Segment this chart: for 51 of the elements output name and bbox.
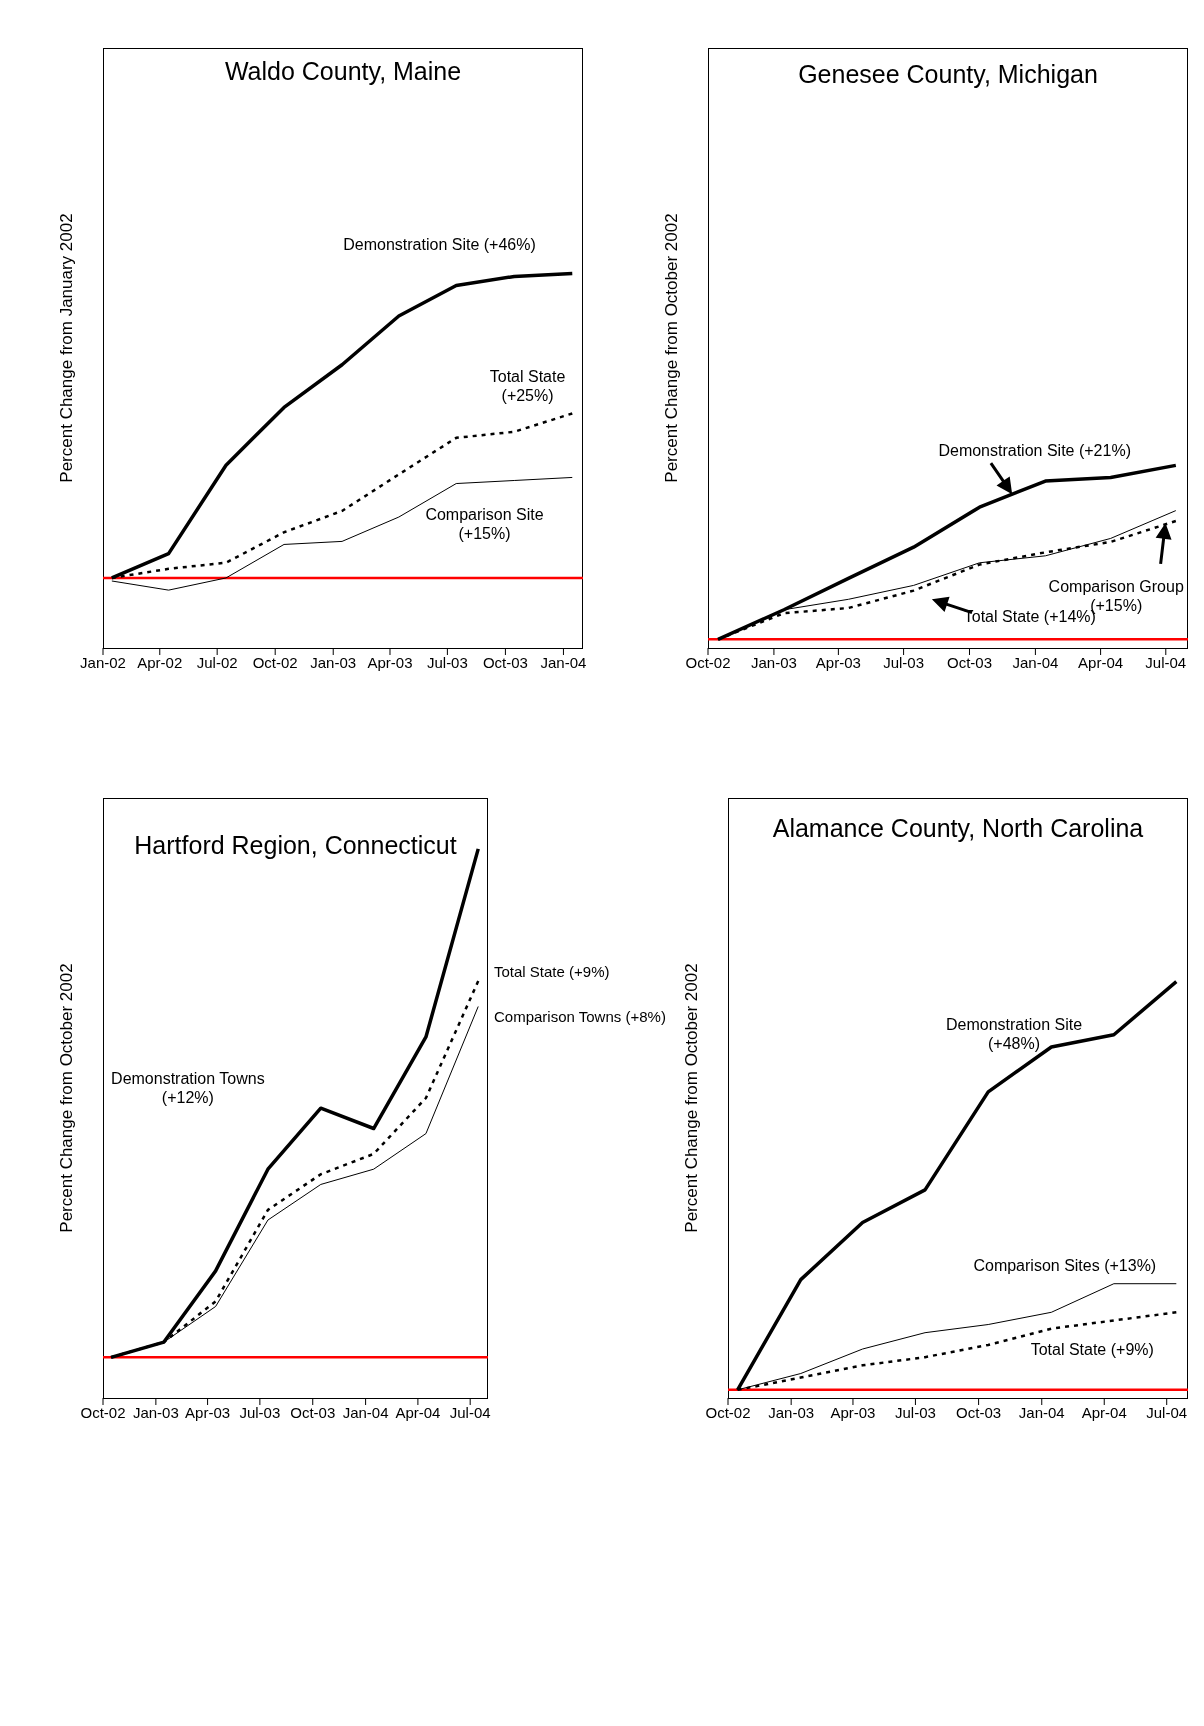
x-tick-label: Oct-03	[482, 653, 528, 671]
x-tick-label: Oct-02	[80, 1403, 126, 1421]
series-label: Total State (+9%)	[1029, 1339, 1155, 1359]
series-label: Comparison Towns (+8%)	[494, 1008, 666, 1027]
x-tick-label: Oct-02	[705, 1403, 751, 1421]
x-tick-label: Apr-03	[815, 653, 861, 671]
text: Demonstration Towns (+12%)	[110, 1068, 266, 1107]
chart-title: Waldo County, Maine	[223, 56, 463, 86]
x-tick-label: Jan-02	[80, 653, 126, 671]
x-tick-label: Jan-04	[342, 1403, 389, 1421]
x-tick-label: Apr-02	[137, 653, 183, 671]
x-tick-label: Jan-03	[750, 653, 797, 671]
x-tick-label: Jan-04	[540, 653, 587, 671]
series-label: Total State (+25%)	[488, 367, 567, 405]
y-axis-title: Percent Change from October 2002	[681, 962, 702, 1235]
series-label: Comparison Site (+15%)	[424, 505, 545, 544]
x-tick-label: Apr-03	[367, 653, 413, 671]
x-tick-label: Oct-02	[685, 653, 731, 671]
series-label: Demonstration Site (+21%)	[937, 440, 1132, 460]
x-tick-label: Jan-04	[1012, 653, 1059, 671]
x-tick-label: Jul-04	[449, 1403, 491, 1421]
x-tick-label: Apr-04	[1081, 1403, 1127, 1421]
y-axis-title: Percent Change from January 2002	[56, 212, 77, 485]
series-label: Demonstration Site (+46%)	[342, 235, 537, 254]
y-axis-title: Percent Change from October 2002	[56, 962, 77, 1235]
x-tick-label: Jul-03	[426, 653, 468, 671]
x-tick-label: Apr-04	[1078, 653, 1124, 671]
x-tick-label: Jul-03	[895, 1403, 936, 1421]
series-label: Total State (+9%)	[494, 963, 610, 982]
x-tick-label: Jan-03	[132, 1403, 179, 1421]
x-tick-label: Apr-04	[395, 1403, 441, 1421]
x-tick-label: Oct-03	[290, 1403, 336, 1421]
x-tick-label: Jan-04	[1018, 1403, 1065, 1421]
series-label: Demonstration Site (+48%)	[945, 1014, 1084, 1053]
x-tick-label: Apr-03	[830, 1403, 876, 1421]
x-tick-label: Oct-02	[252, 653, 298, 671]
series-label: Comparison Sites (+13%)	[972, 1255, 1158, 1275]
x-tick-label: Jul-03	[883, 653, 925, 671]
chart-title: Alamance County, North Carolina	[771, 813, 1145, 843]
y-axis-title: Percent Change from October 2002	[661, 212, 682, 485]
x-tick-label: Jan-03	[310, 653, 357, 671]
x-tick-label: Oct-03	[956, 1403, 1002, 1421]
x-tick-label: Jan-03	[768, 1403, 815, 1421]
x-tick-label: Jul-04	[1146, 1403, 1188, 1421]
x-tick-label: Apr-03	[185, 1403, 231, 1421]
x-tick-label: Jul-02	[196, 653, 238, 671]
chart-title: Genesee County, Michigan	[797, 59, 1099, 89]
x-tick-label: Jul-03	[239, 1403, 281, 1421]
x-tick-label: Jul-04	[1145, 653, 1187, 671]
chart-title: Hartford Region, Connecticut	[133, 830, 458, 860]
x-tick-label: Oct-03	[946, 653, 992, 671]
